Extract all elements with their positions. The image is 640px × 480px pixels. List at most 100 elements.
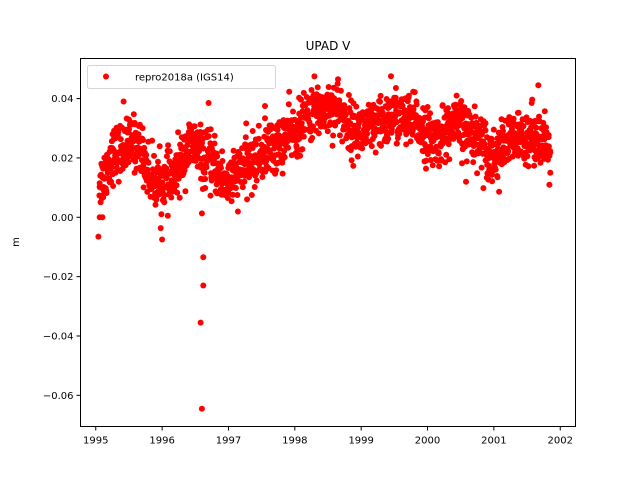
data-point bbox=[181, 167, 188, 174]
data-point bbox=[290, 108, 296, 115]
data-point bbox=[241, 178, 248, 185]
data-point bbox=[159, 236, 166, 243]
data-point bbox=[411, 89, 418, 96]
data-point bbox=[249, 128, 256, 134]
data-point bbox=[115, 128, 122, 135]
x-tick-label: 2000 bbox=[415, 436, 440, 447]
data-point bbox=[545, 132, 552, 139]
data-point bbox=[524, 153, 531, 160]
data-point bbox=[405, 92, 412, 99]
data-point bbox=[163, 165, 170, 172]
data-point bbox=[496, 188, 503, 195]
data-point bbox=[354, 153, 361, 160]
y-tick-label: 0.02 bbox=[51, 153, 73, 164]
data-point bbox=[435, 149, 442, 156]
legend-marker bbox=[103, 73, 109, 80]
data-point bbox=[392, 94, 399, 101]
data-point bbox=[298, 96, 304, 103]
data-point bbox=[482, 120, 489, 127]
data-point bbox=[308, 87, 315, 93]
data-point bbox=[251, 184, 258, 190]
data-point bbox=[463, 178, 469, 185]
data-point bbox=[329, 142, 336, 149]
data-point bbox=[149, 137, 156, 144]
data-point bbox=[281, 154, 288, 161]
data-point bbox=[527, 147, 533, 154]
x-tick-label: 2002 bbox=[548, 436, 573, 447]
data-point bbox=[197, 319, 204, 326]
data-point bbox=[207, 126, 214, 133]
data-point bbox=[161, 199, 168, 206]
data-point bbox=[239, 184, 246, 191]
data-point bbox=[445, 141, 452, 148]
data-point bbox=[175, 129, 182, 136]
y-axis-ticks: 0.04 0.02 0.00 −0.02 −0.04 −0.06 bbox=[43, 94, 81, 402]
data-point bbox=[334, 80, 341, 87]
data-point bbox=[112, 169, 119, 176]
scatter-points bbox=[95, 73, 554, 412]
data-point bbox=[198, 405, 205, 412]
data-point bbox=[276, 145, 283, 152]
data-point bbox=[126, 126, 132, 133]
data-point bbox=[200, 254, 207, 261]
data-point bbox=[151, 152, 157, 159]
data-point bbox=[388, 73, 394, 80]
data-point bbox=[207, 192, 214, 199]
data-point bbox=[232, 185, 239, 191]
data-point bbox=[442, 159, 449, 166]
data-point bbox=[385, 135, 392, 142]
data-point bbox=[492, 166, 499, 173]
x-tick-label: 2001 bbox=[481, 436, 506, 447]
legend-frame bbox=[87, 65, 276, 89]
data-point bbox=[372, 149, 379, 156]
y-tick-label: −0.04 bbox=[43, 331, 74, 342]
data-point bbox=[445, 105, 451, 112]
data-point bbox=[348, 157, 355, 164]
data-point bbox=[378, 142, 384, 149]
data-point bbox=[443, 151, 450, 158]
data-point bbox=[182, 188, 189, 195]
data-point bbox=[494, 174, 501, 181]
legend: repro2018a (IGS14) bbox=[87, 65, 276, 89]
data-point bbox=[273, 167, 280, 174]
data-point bbox=[299, 146, 306, 153]
data-point bbox=[211, 140, 218, 147]
data-point bbox=[439, 102, 446, 109]
data-point bbox=[234, 192, 241, 198]
data-point bbox=[300, 133, 307, 140]
data-point bbox=[427, 143, 434, 150]
data-point bbox=[478, 131, 485, 138]
x-axis-ticks: 1995 1996 1997 1998 1999 2000 2001 2002 bbox=[83, 426, 573, 447]
data-point bbox=[337, 87, 344, 94]
data-point bbox=[198, 210, 205, 217]
data-point bbox=[139, 125, 146, 132]
data-point bbox=[335, 76, 341, 83]
data-point bbox=[208, 177, 215, 184]
data-point bbox=[165, 142, 172, 149]
data-point bbox=[459, 160, 465, 167]
y-tick-label: −0.02 bbox=[43, 272, 74, 283]
data-point bbox=[536, 113, 542, 120]
data-point bbox=[438, 123, 445, 130]
data-point bbox=[342, 112, 349, 118]
data-point bbox=[474, 170, 481, 177]
data-point bbox=[201, 169, 208, 176]
data-point bbox=[103, 190, 110, 196]
data-point bbox=[410, 106, 417, 113]
data-point bbox=[234, 208, 241, 215]
data-point bbox=[253, 177, 260, 184]
x-tick-label: 1998 bbox=[282, 436, 307, 447]
data-point bbox=[196, 148, 202, 155]
data-point bbox=[158, 211, 165, 218]
data-point bbox=[325, 84, 332, 90]
data-point bbox=[505, 148, 512, 155]
data-point bbox=[205, 133, 212, 140]
data-point bbox=[99, 214, 106, 221]
data-point bbox=[140, 137, 146, 143]
chart-title: UPAD V bbox=[306, 39, 352, 53]
data-point bbox=[459, 115, 466, 121]
data-point bbox=[200, 282, 207, 289]
data-point bbox=[279, 170, 286, 177]
data-point bbox=[248, 192, 255, 198]
data-point bbox=[545, 143, 552, 150]
